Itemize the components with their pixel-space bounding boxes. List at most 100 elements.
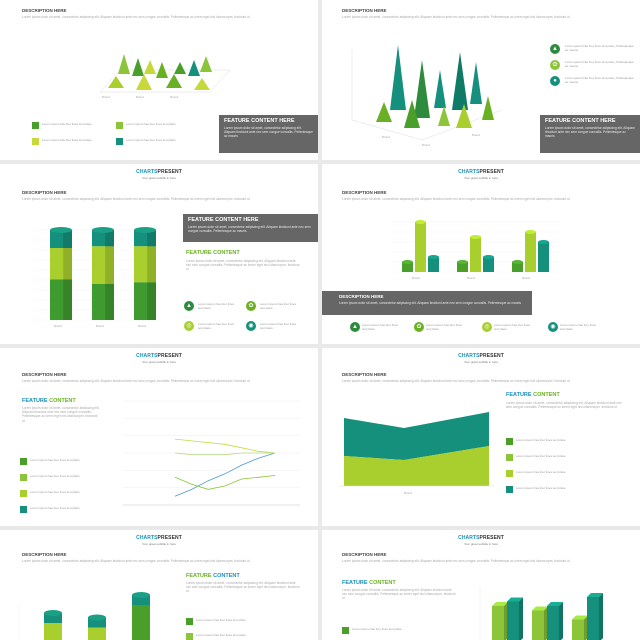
x-tick-label: Brand (138, 324, 146, 328)
bar-segment-side (105, 284, 114, 320)
description-text: Lorem ipsum dolor sit amet, consectetur … (22, 379, 250, 383)
cylinder-top (415, 220, 426, 224)
legend-text: Lorem ipsum has four lines text place (516, 486, 566, 490)
bar-segment-side (63, 248, 72, 280)
legend-text: Lorem ipsum has four lines text place (352, 627, 402, 631)
gear-icon: ✿ (414, 322, 424, 332)
feature-heading: FEATURE CONTENT (186, 250, 240, 256)
cylinder-top-band (44, 613, 62, 623)
svg-text:Brand: Brand (102, 95, 110, 99)
subtitle: Your great subtitle in here (463, 542, 499, 546)
description-text: Lorem ipsum dolor sit amet, consectetur … (342, 559, 570, 563)
series-line (174, 452, 276, 497)
circle-icon: ● (550, 76, 560, 86)
x-tick-label: Brand (467, 276, 475, 280)
feature-box: FEATURE CONTENT HERE Lorem ipsum dolor s… (219, 115, 318, 153)
cylinder-top (402, 260, 413, 264)
cylinder-top (538, 240, 549, 244)
cylinder-bar-chart: Brand Brand Brand (392, 220, 562, 280)
box-bar-top (587, 593, 603, 597)
feature-title: FEATURE CONTENT HERE (545, 118, 616, 124)
legend-swatch (20, 474, 27, 481)
icon-text: Lorem ipsum has four lines text place (426, 323, 463, 331)
legend-text: Lorem ipsum has four lines text place (516, 454, 566, 458)
description-text: Lorem ipsum dolor sit amet, consectetur … (342, 15, 570, 19)
icon-text: Lorem ipsum has four lines text place (260, 322, 297, 330)
slide-8[interactable]: CHARTSPRESENT Your great subtitle in her… (322, 530, 640, 640)
brand-title: CHARTSPRESENT (136, 353, 182, 359)
cylinder-top-band (132, 595, 150, 605)
icon-text: Lorem ipsum has four lines text place, P… (565, 44, 634, 52)
bar-segment-side (63, 279, 72, 320)
slide-6[interactable]: CHARTSPRESENT Your great subtitle in her… (322, 348, 640, 526)
cylinder-top (44, 610, 62, 616)
circle-icon: ◎ (184, 321, 194, 331)
svg-text:Brand: Brand (136, 95, 144, 99)
feature-heading: FEATURE CONTENT (506, 392, 560, 398)
svg-text:Brand: Brand (170, 95, 178, 99)
slide-3[interactable]: CHARTSPRESENT Your great subtitle in her… (0, 164, 318, 344)
cylinder-top (457, 260, 468, 264)
cylinder-top (88, 614, 106, 621)
box-bar-front (587, 597, 599, 640)
brand-title: CHARTSPRESENT (458, 169, 504, 175)
gear-icon: ✿ (246, 301, 256, 311)
box-bar-front (547, 606, 559, 640)
x-tick-label: Brand (412, 276, 420, 280)
svg-text:Brand: Brand (422, 143, 430, 147)
subtitle: Your great subtitle in here (141, 542, 177, 546)
slide-7[interactable]: CHARTSPRESENT Your great subtitle in her… (0, 530, 318, 640)
slide-4[interactable]: CHARTSPRESENT Your great subtitle in her… (322, 164, 640, 344)
icon-text: Lorem ipsum has four lines text place (560, 323, 597, 331)
description-title: DESCRIPTION HERE (342, 372, 387, 377)
triangle-icon: ▲ (184, 301, 194, 311)
legend-swatch (20, 490, 27, 497)
cylinder-body (525, 232, 536, 272)
feature-body: Lorem ipsum dolor sit amet, consectetur … (188, 225, 311, 234)
box-bar-top (547, 602, 563, 606)
description-title: DESCRIPTION HERE (22, 8, 67, 13)
legend-swatch (186, 633, 193, 640)
icon-text: Lorem ipsum has four lines text place (198, 302, 235, 310)
feature-heading: FEATURE CONTENT (22, 398, 76, 404)
legend-swatch (116, 138, 123, 145)
x-tick-label: Brand (54, 324, 62, 328)
legend-text: Lorem ipsum has four lines text place (516, 470, 566, 474)
feature-heading: FEATURE CONTENT (342, 580, 396, 586)
slide-2[interactable]: DESCRIPTION HERE Lorem ipsum dolor sit a… (322, 0, 640, 160)
slide-5[interactable]: CHARTSPRESENT Your great subtitle in her… (0, 348, 318, 526)
brand-title: CHARTSPRESENT (458, 353, 504, 359)
legend-swatch (20, 458, 27, 465)
legend-text: Lorem ipsum has four lines text place (30, 458, 80, 462)
slide-1[interactable]: DESCRIPTION HERE Lorem ipsum dolor sit a… (0, 0, 318, 160)
feature-text: Lorem ipsum dolor sit amet, consectetur … (342, 588, 456, 601)
cylinder-top (428, 255, 439, 259)
feature-body: Lorem ipsum dolor sit amet, consectetur … (224, 126, 313, 139)
x-tick-label: Brand (522, 276, 530, 280)
box-bar-front (572, 619, 584, 640)
triangle-icon: ▲ (350, 322, 360, 332)
description-title: DESCRIPTION HERE (22, 552, 67, 557)
cylinder-top (470, 235, 481, 239)
cylinder-body (415, 222, 426, 272)
legend-swatch (116, 122, 123, 129)
cylinder-body (483, 257, 494, 272)
cylinder-body (470, 237, 481, 272)
icon-text: Lorem ipsum has four lines text place (260, 302, 297, 310)
stacked-bar-chart: Brand Brand Brand (34, 227, 156, 328)
area-3d-chart: Brand (339, 412, 494, 495)
subtitle: Your great subtitle in here (141, 360, 177, 364)
legend-text: Lorem ipsum has four lines text place (516, 438, 566, 442)
legend-swatch (20, 506, 27, 513)
cylinder-top (512, 260, 523, 264)
box-bar-top (572, 615, 588, 620)
description-title: DESCRIPTION HERE (22, 190, 67, 195)
cylinder-top (525, 230, 536, 234)
cylinder-body (428, 257, 439, 272)
circle-icon: ◎ (482, 322, 492, 332)
icon-text: Lorem ipsum has four lines text place, P… (565, 76, 634, 84)
feature-text: Lorem ipsum dolor sit amet, consectetur … (186, 259, 300, 272)
brand-title: CHARTSPRESENT (136, 169, 182, 175)
box-bar-side (519, 597, 523, 640)
description-title: DESCRIPTION HERE (22, 372, 67, 377)
